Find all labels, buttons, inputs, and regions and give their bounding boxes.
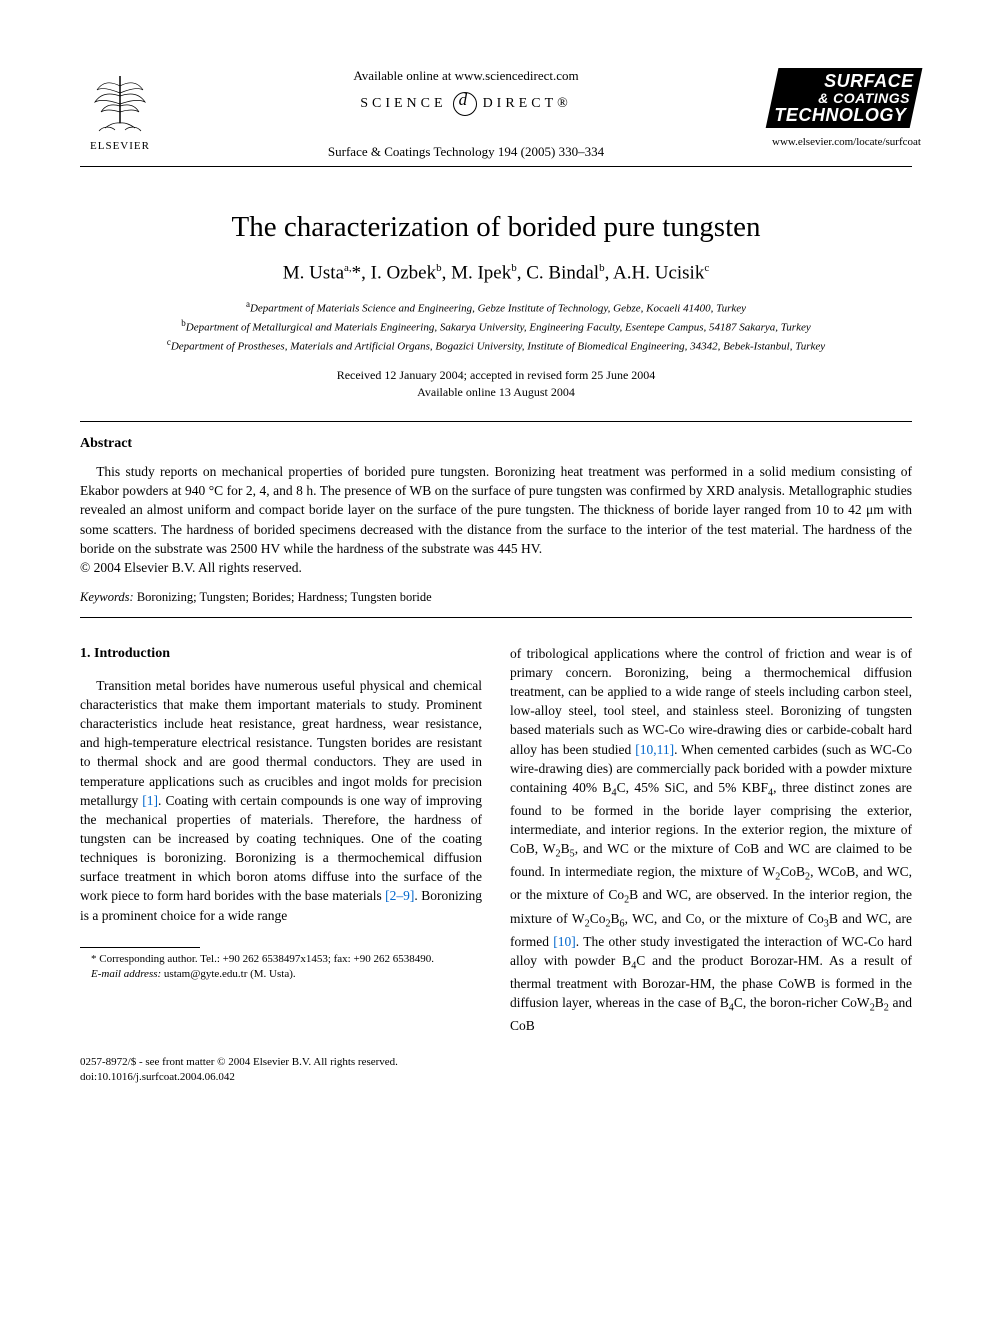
header-center: Available online at www.sciencedirect.co…: [160, 68, 772, 160]
affiliation-b-text: Department of Metallurgical and Material…: [186, 322, 811, 334]
section-1-heading: 1. Introduction: [80, 644, 482, 664]
authors: M. Ustaa,*, I. Ozbekb, M. Ipekb, C. Bind…: [80, 262, 912, 284]
intro-para-left: Transition metal borides have numerous u…: [80, 676, 482, 925]
rule-after-keywords: [80, 617, 912, 618]
affiliation-a-text: Department of Materials Science and Engi…: [250, 303, 746, 315]
affiliation-a: aDepartment of Materials Science and Eng…: [80, 298, 912, 317]
corresponding-author: * Corresponding author. Tel.: +90 262 65…: [80, 952, 482, 967]
affiliation-c: cDepartment of Prostheses, Materials and…: [80, 336, 912, 355]
email-address: ustam@gyte.edu.tr (M. Usta).: [161, 968, 295, 980]
journal-logo-box: SURFACE & COATINGS TECHNOLOGY: [766, 68, 923, 128]
article-dates: Received 12 January 2004; accepted in re…: [80, 367, 912, 401]
elsevier-logo: ELSEVIER: [80, 68, 160, 158]
sd-text-right: DIRECT®: [483, 96, 572, 112]
sciencedirect-d-icon: [453, 92, 477, 116]
received-date: Received 12 January 2004; accepted in re…: [80, 367, 912, 384]
column-right: of tribological applications where the c…: [510, 644, 912, 1035]
abstract-text: This study reports on mechanical propert…: [80, 462, 912, 558]
email-label: E-mail address:: [91, 968, 161, 980]
available-online-text: Available online at www.sciencedirect.co…: [180, 68, 752, 84]
footnotes: * Corresponding author. Tel.: +90 262 65…: [80, 952, 482, 983]
journal-url: www.elsevier.com/locate/surfcoat: [772, 136, 912, 148]
journal-reference: Surface & Coatings Technology 194 (2005)…: [180, 144, 752, 160]
journal-logo: SURFACE & COATINGS TECHNOLOGY www.elsevi…: [772, 68, 912, 148]
sd-text-left: SCIENCE: [360, 96, 446, 112]
abstract-copyright: © 2004 Elsevier B.V. All rights reserved…: [80, 560, 912, 576]
journal-logo-line3: TECHNOLOGY: [774, 106, 906, 125]
elsevier-tree-icon: [85, 68, 155, 138]
affiliation-b: bDepartment of Metallurgical and Materia…: [80, 317, 912, 336]
footer-line1: 0257-8972/$ - see front matter © 2004 El…: [80, 1055, 912, 1070]
header-row: ELSEVIER Available online at www.science…: [80, 68, 912, 160]
available-date: Available online 13 August 2004: [80, 384, 912, 401]
elsevier-name: ELSEVIER: [90, 140, 150, 152]
article-title: The characterization of borided pure tun…: [80, 211, 912, 244]
footer: 0257-8972/$ - see front matter © 2004 El…: [80, 1055, 912, 1085]
intro-para-right: of tribological applications where the c…: [510, 644, 912, 1035]
affiliation-c-text: Department of Prostheses, Materials and …: [171, 341, 825, 353]
journal-logo-line2: & COATINGS: [778, 91, 910, 106]
footnote-separator: [80, 947, 200, 948]
abstract-heading: Abstract: [80, 436, 912, 452]
rule-after-dates: [80, 421, 912, 422]
email-line: E-mail address: ustam@gyte.edu.tr (M. Us…: [80, 967, 482, 982]
body-columns: 1. Introduction Transition metal borides…: [80, 644, 912, 1035]
footer-line2: doi:10.1016/j.surfcoat.2004.06.042: [80, 1070, 912, 1085]
sciencedirect-logo: SCIENCE DIRECT®: [360, 92, 572, 116]
column-left: 1. Introduction Transition metal borides…: [80, 644, 482, 1035]
keywords: Keywords: Boronizing; Tungsten; Borides;…: [80, 590, 912, 605]
journal-logo-line1: SURFACE: [782, 72, 914, 91]
keywords-label: Keywords:: [80, 590, 134, 604]
affiliations: aDepartment of Materials Science and Eng…: [80, 298, 912, 355]
rule-top: [80, 166, 912, 167]
page-container: ELSEVIER Available online at www.science…: [0, 0, 992, 1125]
keywords-text: Boronizing; Tungsten; Borides; Hardness;…: [134, 590, 432, 604]
abstract-section: Abstract This study reports on mechanica…: [80, 436, 912, 576]
